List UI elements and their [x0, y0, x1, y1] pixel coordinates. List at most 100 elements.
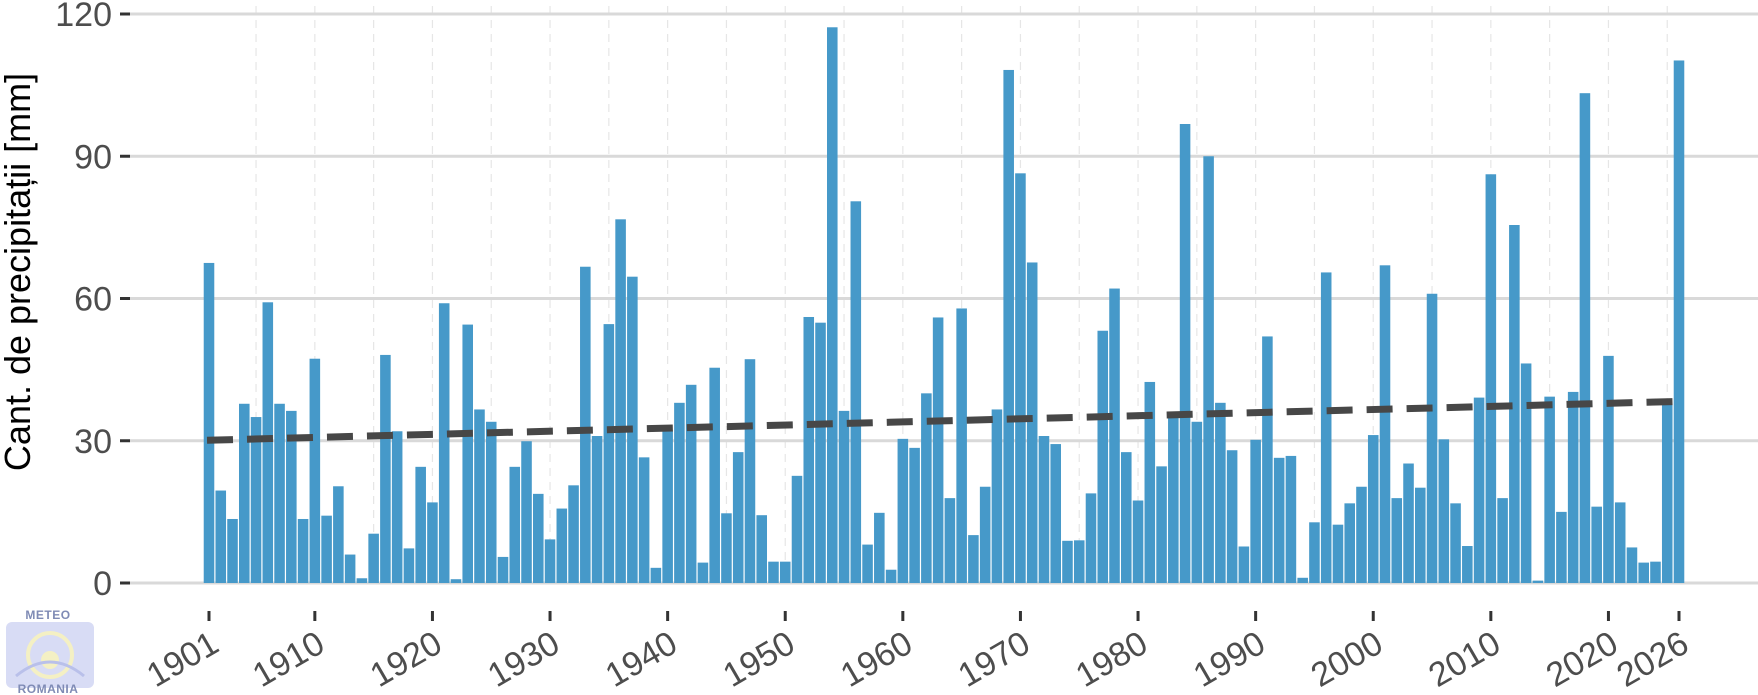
y-tick-label: 30 [74, 423, 112, 461]
bar [956, 308, 967, 583]
x-tick-label: 2010 [1422, 624, 1507, 695]
bar [1097, 330, 1109, 583]
bar [1579, 93, 1591, 583]
bar [1191, 421, 1203, 583]
x-tick-label: 1901 [140, 624, 225, 695]
bar [1085, 493, 1097, 583]
bar [1285, 455, 1297, 583]
y-tick-label: 60 [74, 281, 112, 319]
bar [991, 409, 1003, 583]
bar [591, 436, 603, 583]
bar [1473, 397, 1485, 583]
bar [1121, 452, 1132, 583]
bar [874, 512, 885, 583]
bar [732, 452, 744, 583]
bar [1250, 439, 1261, 583]
y-tick-label: 90 [74, 138, 112, 176]
logo-line2: ROMANIA [18, 682, 79, 695]
bar [1403, 463, 1414, 583]
bar [1003, 69, 1014, 584]
bar [603, 324, 615, 583]
bar [333, 486, 344, 583]
bar [1038, 436, 1050, 583]
bar [1426, 293, 1438, 583]
bar [1238, 546, 1250, 583]
bar [638, 457, 650, 583]
x-tick-label: 2000 [1305, 624, 1390, 695]
bar [1603, 355, 1614, 583]
bar [1179, 124, 1191, 584]
bar [227, 518, 238, 583]
bar [438, 303, 450, 583]
bar [474, 409, 485, 583]
bar [450, 579, 462, 583]
bar [1356, 486, 1367, 583]
bar [1591, 506, 1602, 583]
x-tick-label: 1960 [834, 624, 919, 695]
bar [1262, 336, 1273, 583]
bar [1073, 540, 1085, 583]
bar [1462, 546, 1473, 583]
bar [427, 502, 438, 583]
y-axis-title: Cant. de precipitații [mm] [0, 73, 38, 471]
bar [1556, 511, 1567, 583]
bar [1567, 391, 1579, 583]
bar [862, 544, 873, 583]
bar [779, 561, 791, 583]
bar [1367, 435, 1379, 583]
bar [1320, 272, 1332, 583]
bar [932, 317, 944, 583]
bar [685, 384, 697, 583]
bar [815, 322, 826, 583]
bar [286, 410, 297, 583]
bar [403, 548, 415, 583]
bar [756, 515, 767, 583]
bar [580, 266, 591, 583]
bar [203, 262, 215, 583]
y-tick-label: 120 [55, 0, 112, 34]
bar [356, 578, 368, 583]
bar [568, 485, 579, 583]
bar [1544, 396, 1555, 583]
bar [1438, 439, 1450, 583]
bar [1638, 562, 1649, 583]
bar [497, 556, 509, 583]
bar [485, 421, 497, 583]
bar [1626, 547, 1638, 583]
bar [1144, 381, 1156, 583]
bar [650, 567, 662, 583]
bar [533, 493, 544, 583]
x-tick-label: 1970 [952, 624, 1037, 695]
trend-line [206, 397, 1682, 444]
bar [1450, 503, 1461, 583]
bar [697, 562, 709, 583]
bar [509, 466, 521, 583]
bar [321, 515, 332, 583]
bar [462, 324, 473, 583]
bar [909, 447, 920, 583]
bar [1156, 466, 1167, 583]
bar [1391, 498, 1403, 583]
bar [1309, 522, 1320, 583]
bar [1015, 173, 1026, 583]
bar [344, 554, 356, 583]
bar [1614, 502, 1626, 583]
bar [944, 498, 956, 583]
bar [885, 569, 897, 583]
bar [838, 410, 850, 583]
bar [1485, 174, 1497, 584]
bar [1509, 225, 1520, 584]
bar [827, 27, 838, 583]
bar [1673, 60, 1685, 584]
bar [521, 441, 532, 583]
bar [1520, 363, 1532, 583]
bar [215, 490, 227, 583]
bar [391, 431, 403, 583]
bar [968, 535, 979, 583]
bar [662, 430, 673, 583]
bar [721, 513, 732, 583]
bar [979, 486, 991, 583]
bar [744, 359, 756, 583]
bar [297, 518, 309, 583]
